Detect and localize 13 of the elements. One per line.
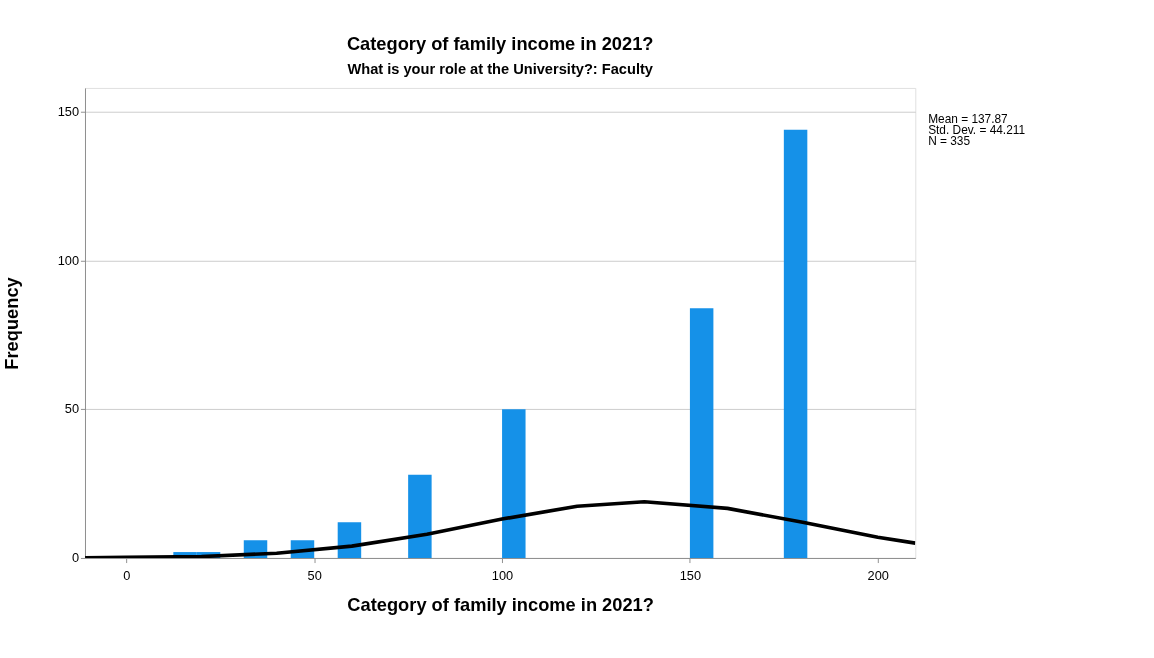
x-tick-label: 50 bbox=[307, 568, 322, 584]
y-tick-label: 150 bbox=[57, 103, 80, 119]
x-axis-title: Category of family income in 2021? bbox=[347, 593, 654, 615]
y-tick-label: 50 bbox=[64, 401, 80, 417]
x-tick-label: 0 bbox=[123, 568, 131, 584]
x-tick-label: 100 bbox=[491, 568, 514, 584]
y-tick-label: 0 bbox=[71, 550, 80, 566]
x-tick-label: 200 bbox=[867, 568, 889, 584]
y-axis-title: Frequency bbox=[0, 276, 22, 370]
y-tick-label: 100 bbox=[57, 252, 80, 268]
chart-subtitle: What is your role at the University?: Faculty bbox=[347, 61, 654, 78]
chart-title: Category of family income in 2021? bbox=[346, 32, 654, 54]
x-tick-label: 150 bbox=[679, 568, 702, 584]
